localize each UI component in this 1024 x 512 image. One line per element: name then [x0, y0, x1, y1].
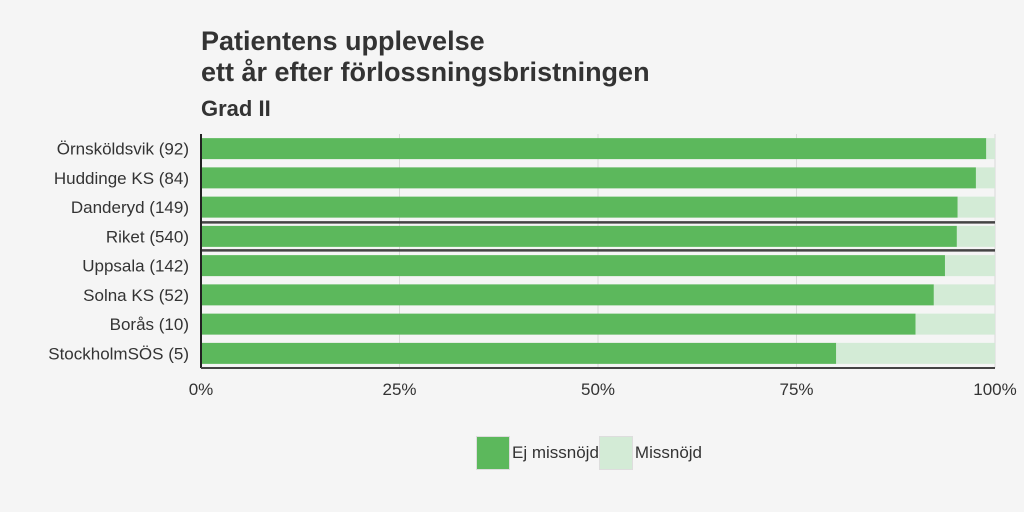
y-category-label: Uppsala (142)	[82, 257, 189, 276]
bar-missnojd	[957, 196, 995, 218]
bar-ej-missnojd	[201, 225, 957, 247]
bar-ej-missnojd	[201, 138, 987, 160]
x-tick-label: 25%	[382, 380, 416, 399]
y-category-label: Riket (540)	[106, 227, 189, 246]
bar-ej-missnojd	[201, 313, 916, 335]
legend-label-missnojd: Missnöjd	[634, 442, 703, 462]
bar-ej-missnojd	[201, 196, 958, 218]
y-category-label: StockholmSÖS (5)	[48, 344, 189, 363]
y-category-label: Huddinge KS (84)	[54, 169, 189, 188]
legend: Ej missnöjd Missnöjd	[476, 435, 702, 470]
x-tick-label: 50%	[581, 380, 615, 399]
x-tick-label: 100%	[973, 380, 1016, 399]
y-category-label: Solna KS (52)	[83, 286, 189, 305]
x-tick-label: 0%	[189, 380, 214, 399]
bar-missnojd	[836, 342, 995, 364]
legend-swatch-ej-missnojd	[476, 435, 510, 470]
x-tick-label: 75%	[779, 380, 813, 399]
bar-missnojd	[944, 255, 995, 277]
bar-missnojd	[975, 167, 995, 189]
chart-title: Patientens upplevelse ett år efter förlo…	[201, 26, 650, 88]
legend-swatch-missnojd	[598, 435, 633, 470]
bar-ej-missnojd	[201, 167, 976, 189]
y-category-label: Borås (10)	[110, 315, 189, 334]
chart-subtitle: Grad II	[201, 96, 271, 121]
y-category-label: Danderyd (149)	[71, 198, 189, 217]
bar-missnojd	[986, 138, 995, 160]
bar-missnojd	[933, 284, 995, 306]
legend-item-ej-missnojd[interactable]: Ej missnöjd	[476, 435, 599, 470]
chart-title-line-2: ett år efter förlossningsbristningen	[201, 57, 650, 87]
bar-ej-missnojd	[201, 255, 945, 277]
bar-missnojd	[956, 225, 995, 247]
bar-ej-missnojd	[201, 284, 934, 306]
legend-label-ej-missnojd: Ej missnöjd	[512, 442, 599, 462]
chart-title-line-1: Patientens upplevelse	[201, 26, 485, 56]
y-category-label: Örnsköldsvik (92)	[57, 140, 189, 159]
bar-ej-missnojd	[201, 342, 837, 364]
legend-item-missnojd[interactable]: Missnöjd	[598, 435, 703, 470]
bar-missnojd	[915, 313, 995, 335]
